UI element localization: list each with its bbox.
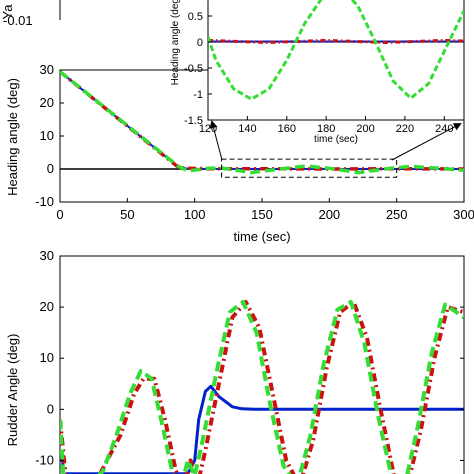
rudder-ylabel: Rudder Angle (deg) <box>5 334 20 447</box>
inset-ylabel: Heading angle (deg) <box>170 0 181 85</box>
heading-xtick-label: 250 <box>386 207 408 222</box>
zoom-box <box>221 158 398 178</box>
inset-ytick-label: 0.5 <box>188 11 203 23</box>
inset-ytick-label: -0.5 <box>184 63 203 75</box>
inset-xtick-label: 200 <box>356 123 374 135</box>
heading-ytick-label: 10 <box>40 128 54 143</box>
rudder-ytick-label: 0 <box>47 401 54 416</box>
heading-ytick-label: -10 <box>35 194 54 209</box>
heading-xtick-label: 300 <box>453 207 474 222</box>
inset-xtick-label: 240 <box>435 123 453 135</box>
inset-ytick-label: -1 <box>193 89 203 101</box>
rudder-series-0 <box>60 384 464 474</box>
heading-xtick-label: 150 <box>251 207 273 222</box>
inset-xtick-label: 160 <box>278 123 296 135</box>
inset-xtick-label: 180 <box>317 123 335 135</box>
rudder-series-1 <box>60 300 464 474</box>
heading-xlabel: time (sec) <box>233 229 290 244</box>
heading-xtick-label: 200 <box>318 207 340 222</box>
heading-series-3 <box>60 70 464 175</box>
inset-plot-frame <box>207 0 465 121</box>
heading-ytick-label: 20 <box>40 95 54 110</box>
yaw-rate-tick-label: -0.01 <box>3 13 33 28</box>
yaw-rate-ylabel: Ya <box>0 4 15 20</box>
inset-series-3 <box>208 0 464 101</box>
rudder-ytick-label: 20 <box>40 299 54 314</box>
rudder-ytick-label: 30 <box>40 248 54 263</box>
yaw-rate-panel: -0.01 Ya <box>0 0 61 28</box>
heading-xtick-label: 50 <box>120 207 134 222</box>
inset-xtick-label: 220 <box>396 123 414 135</box>
heading-inset-panel: 120 140 160 180 200 220 240-1.5-1-0.500.5 time… <box>170 0 465 145</box>
zoom-arrow-left <box>209 120 223 161</box>
heading-xtick-label: 0 <box>56 207 63 222</box>
heading-xtick-label: 100 <box>184 207 206 222</box>
rudder-plot-frame <box>59 255 465 474</box>
heading-ytick-label: 30 <box>40 62 54 77</box>
inset-xtick-label: 140 <box>238 123 256 135</box>
rudder-series-2 <box>60 300 464 474</box>
heading-ytick-label: 0 <box>47 161 54 176</box>
inset-background <box>208 0 464 120</box>
inset-series-2 <box>208 38 464 44</box>
inset-ytick-label: -1.5 <box>184 115 203 127</box>
zoom-arrow-right <box>391 123 462 161</box>
inset-ytick-label: 0 <box>197 37 203 49</box>
rudder-angle-panel: -10 0 10 20 30 Rudder Angle (deg) <box>5 248 465 474</box>
rudder-ytick-label: 10 <box>40 350 54 365</box>
inset-xlabel: time (sec) <box>314 134 358 145</box>
rudder-ytick-label: -10 <box>35 452 54 467</box>
heading-ylabel: Heading angle (deg) <box>5 78 20 196</box>
